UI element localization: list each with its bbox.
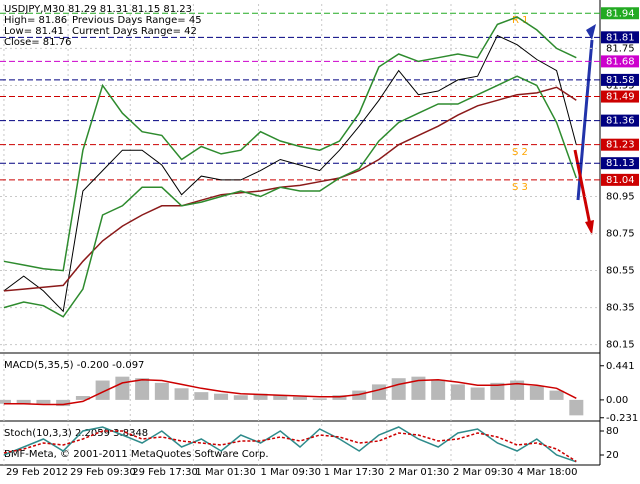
x-tick-label: 29 Feb 09:30 — [70, 467, 136, 478]
level-label: 81.49 — [606, 92, 635, 103]
x-tick-label: 29 Feb 2012 — [6, 467, 68, 478]
histogram-bar — [411, 376, 426, 400]
panel-title: Stoch(10,3,3) 2.2059 3.8348 — [4, 428, 148, 439]
histogram-bar — [233, 395, 248, 400]
histogram-bar — [95, 380, 110, 400]
histogram-bar — [36, 399, 51, 404]
x-tick-label: 29 Feb 17:30 — [132, 467, 198, 478]
histogram-bar — [293, 396, 307, 400]
level-label-box — [601, 90, 639, 103]
x-tick-label: 4 Mar 18:00 — [517, 467, 577, 478]
level-label-box — [601, 31, 639, 44]
chart-title: USDJPY,M30 81.29 81.31 81.15 81.23 — [4, 4, 192, 15]
y-tick-label: 81.75 — [606, 43, 635, 54]
level-label: 81.81 — [606, 32, 635, 43]
y-tick-label: 80.35 — [606, 303, 635, 314]
histogram-bar — [194, 392, 209, 400]
annotation: S 3 — [512, 182, 528, 193]
level-label-box — [601, 7, 639, 20]
y-tick-label: 80.15 — [606, 340, 635, 351]
histogram-bar — [75, 396, 90, 400]
level-label-box — [601, 114, 639, 127]
level-label: 81.36 — [606, 116, 635, 127]
series-line — [3, 34, 577, 313]
y-tick-label: 80.95 — [606, 192, 635, 203]
histogram-bar — [16, 399, 31, 405]
histogram-bar — [56, 399, 71, 407]
histogram-bar — [529, 385, 544, 400]
histogram-bar — [154, 382, 169, 400]
histogram-bar — [510, 380, 525, 400]
x-tick-label: 2 Mar 09:30 — [453, 467, 513, 478]
level-label: 81.04 — [606, 175, 635, 186]
histogram-bar — [115, 376, 130, 400]
annotation: R 1 — [512, 15, 529, 26]
level-label-box — [601, 138, 639, 151]
info-text: Current Days Range= 42 — [72, 26, 197, 37]
x-tick-label: 2 Mar 01:30 — [389, 467, 449, 478]
y-tick-label: 20 — [606, 450, 619, 461]
level-label: 81.94 — [606, 8, 635, 19]
level-label: 81.68 — [606, 56, 635, 67]
histogram-bar — [569, 399, 584, 416]
histogram-bar — [332, 395, 347, 400]
y-tick-label: 0.00 — [606, 395, 628, 406]
level-label: 81.13 — [606, 158, 635, 169]
level-label-box — [601, 73, 639, 86]
info-text: Previous Days Range= 45 — [72, 15, 202, 26]
y-tick-label: -0.231 — [606, 413, 638, 424]
series-line — [3, 426, 577, 463]
y-tick-label: 0.441 — [606, 361, 635, 372]
histogram-bar — [450, 384, 465, 400]
level-label-box — [601, 173, 639, 186]
histogram-bar — [174, 388, 189, 400]
x-tick-label: 1 Mar 01:30 — [195, 467, 255, 478]
x-tick-label: 1 Mar 09:30 — [261, 467, 321, 478]
y-tick-label: 80.55 — [606, 266, 635, 277]
histogram-bar — [273, 395, 288, 400]
level-label-box — [601, 55, 639, 68]
info-text: High= 81.86 — [4, 15, 67, 26]
arrow-head — [585, 220, 594, 235]
histogram-bar — [135, 378, 150, 400]
info-text: Close= 81.76 — [4, 37, 71, 48]
histogram-bar — [0, 399, 11, 404]
level-label-box — [601, 157, 639, 170]
histogram-bar — [253, 393, 268, 400]
histogram-bar — [431, 379, 446, 400]
arrow-head — [586, 24, 596, 40]
histogram-bar — [549, 390, 564, 400]
annotation: S 2 — [512, 147, 528, 158]
series-line — [3, 16, 577, 272]
series-line — [3, 75, 578, 318]
y-tick-label: 80.75 — [606, 229, 635, 240]
histogram-bar — [371, 384, 386, 400]
level-label: 81.23 — [606, 140, 635, 151]
histogram-bar — [490, 382, 505, 400]
histogram-bar — [391, 378, 406, 400]
y-tick-label: 80 — [606, 426, 619, 437]
copyright: BMF-Meta, © 2001-2011 MetaQuotes Softwar… — [4, 449, 269, 460]
series-line — [3, 379, 577, 406]
forecast-arrow-down — [573, 149, 592, 226]
x-tick-label: 1 Mar 17:30 — [324, 467, 384, 478]
histogram-bar — [470, 387, 485, 400]
series-line — [3, 86, 577, 292]
histogram-bar — [214, 393, 229, 400]
panel-title: MACD(5,35,5) -0.200 -0.097 — [4, 360, 144, 371]
histogram-bar — [312, 398, 327, 400]
level-label: 81.58 — [606, 75, 635, 86]
info-text: Low= 81.41 — [4, 26, 64, 37]
y-tick-label: 81.55 — [606, 80, 635, 91]
